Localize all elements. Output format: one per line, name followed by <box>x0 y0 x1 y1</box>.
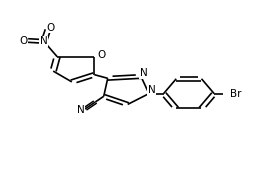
Text: Br: Br <box>230 89 242 99</box>
Text: O: O <box>46 22 55 33</box>
Text: N: N <box>148 85 156 95</box>
Text: O: O <box>19 35 27 46</box>
Text: N: N <box>140 68 148 78</box>
Text: N: N <box>77 105 85 115</box>
Text: N: N <box>40 36 48 46</box>
Text: O: O <box>97 50 105 60</box>
